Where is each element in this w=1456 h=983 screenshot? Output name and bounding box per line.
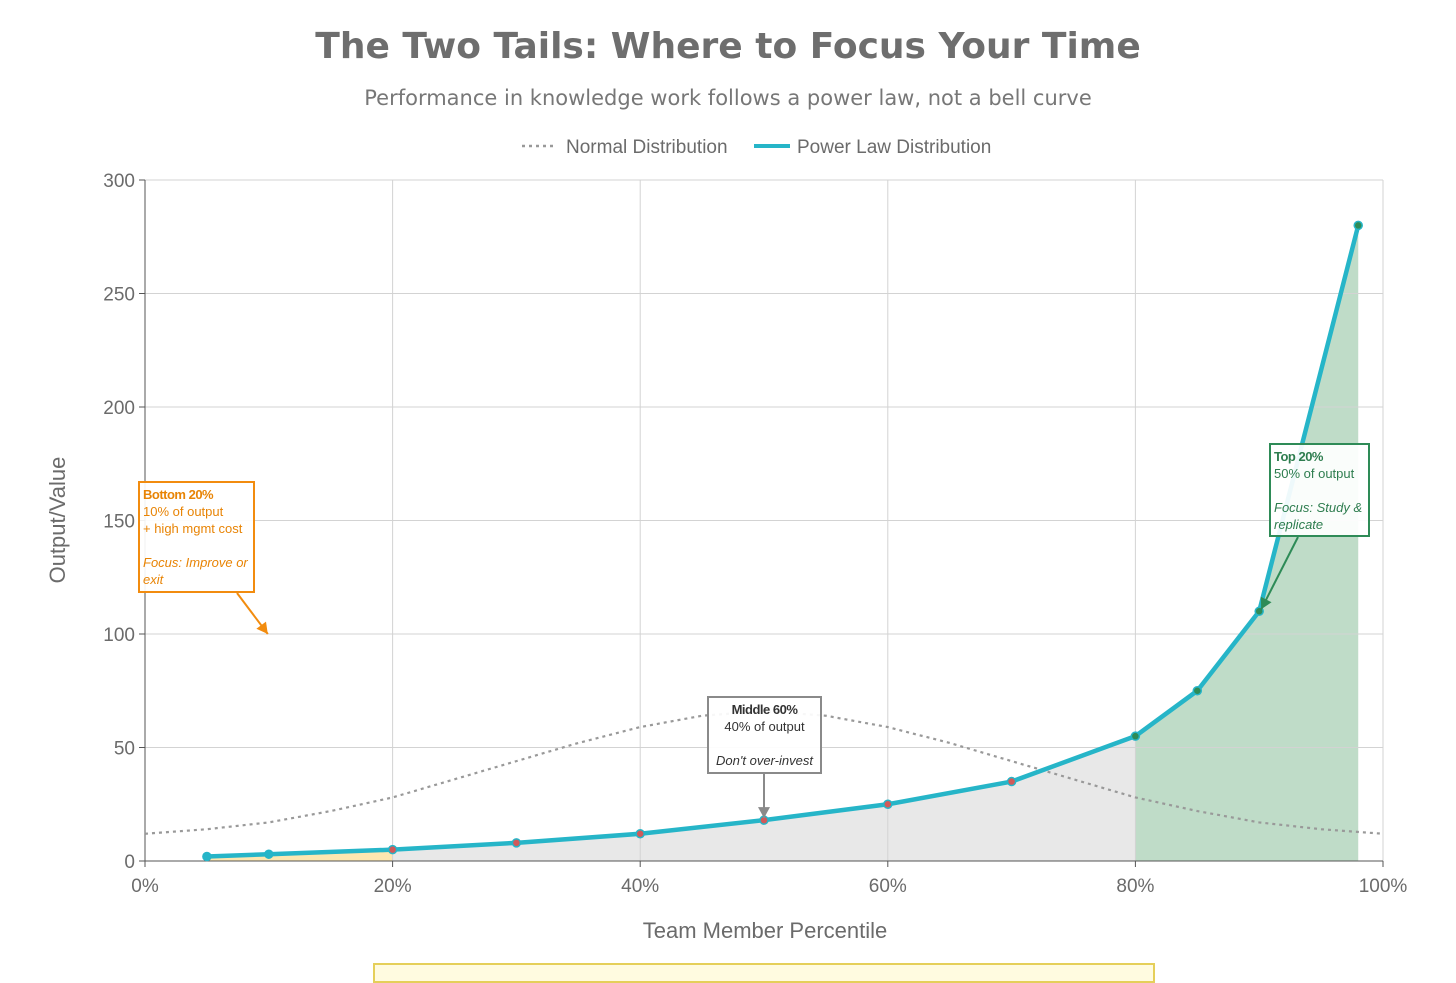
chart-title: The Two Tails: Where to Focus Your Time bbox=[315, 26, 1141, 67]
y-axis-title: Output/Value bbox=[45, 457, 70, 584]
bottom-annotation-title: Bottom 20% bbox=[143, 487, 214, 502]
middle-60-annotation: Middle 60% 40% of output Don't over-inve… bbox=[707, 696, 822, 774]
x-tick-label: 100% bbox=[1359, 876, 1408, 897]
power-law-point bbox=[1130, 731, 1141, 741]
middle-annotation-title: Middle 60% bbox=[731, 702, 798, 717]
power-law-point bbox=[1192, 686, 1203, 696]
region-fill-top bbox=[1135, 225, 1359, 861]
annotation-arrows bbox=[236, 536, 1299, 819]
middle-annotation-arrow-head bbox=[758, 807, 770, 819]
power-law-point bbox=[1006, 776, 1017, 787]
power-law-point bbox=[387, 844, 398, 855]
bottom-20-annotation: Bottom 20% 10% of output + high mgmt cos… bbox=[138, 481, 255, 593]
x-tick-label: 20% bbox=[374, 876, 412, 897]
middle-annotation-focus: Don't over-invest bbox=[716, 753, 813, 768]
x-tick-label: 60% bbox=[869, 876, 907, 897]
y-tick-label: 50 bbox=[114, 739, 135, 760]
normal-distribution-line bbox=[144, 710, 1384, 835]
top-annotation-arrow-line bbox=[1260, 536, 1299, 610]
x-tick-label: 40% bbox=[621, 876, 659, 897]
power-law-point bbox=[883, 799, 893, 809]
middle-annotation-line1: 40% of output bbox=[724, 719, 805, 734]
x-axis-title: Team Member Percentile bbox=[643, 918, 888, 943]
legend-power-label: Power Law Distribution bbox=[797, 137, 991, 158]
y-tick-label: 100 bbox=[103, 625, 135, 646]
y-tick-label: 300 bbox=[103, 171, 135, 192]
top-20-annotation: Top 20% 50% of output Focus: Study & rep… bbox=[1269, 443, 1370, 537]
power-law-point bbox=[635, 829, 645, 839]
top-annotation-line1: 50% of output bbox=[1274, 466, 1355, 481]
power-law-line bbox=[206, 224, 1361, 859]
top-annotation-title: Top 20% bbox=[1274, 449, 1324, 464]
bottom-annotation-line2: + high mgmt cost bbox=[143, 521, 243, 536]
power-law-point bbox=[1353, 220, 1363, 231]
top-annotation-arrow-head bbox=[1260, 596, 1272, 610]
bottom-annotation-line1: 10% of output bbox=[143, 504, 224, 519]
x-tick-label: 0% bbox=[131, 876, 159, 897]
bottom-annotation-focus: Focus: Improve or exit bbox=[143, 555, 248, 587]
region-fill-middle bbox=[392, 736, 1136, 861]
legend-normal-label: Normal Distribution bbox=[566, 137, 728, 158]
power-law-point bbox=[264, 849, 274, 859]
x-tick-label: 80% bbox=[1116, 876, 1154, 897]
power-law-point bbox=[511, 838, 522, 848]
power-law-series bbox=[202, 220, 1363, 862]
top-annotation-focus: Focus: Study & replicate bbox=[1274, 500, 1363, 532]
footer-callout-box bbox=[373, 963, 1155, 983]
y-tick-label: 200 bbox=[103, 398, 135, 419]
grid-lines bbox=[145, 179, 1384, 861]
power-law-point bbox=[202, 851, 212, 862]
bottom-annotation-arrow-head bbox=[256, 621, 268, 634]
y-tick-label: 150 bbox=[103, 512, 135, 533]
normal-distribution-series bbox=[144, 710, 1384, 835]
chart-subtitle: Performance in knowledge work follows a … bbox=[364, 86, 1092, 110]
y-tick-label: 0 bbox=[124, 852, 135, 873]
legend: Normal Distribution Power Law Distributi… bbox=[522, 137, 991, 158]
axes: 0 50 100 150 200 250 300 0% 20% 40% 60% 80% 100% bbox=[103, 171, 1407, 897]
y-tick-label: 250 bbox=[103, 285, 135, 306]
